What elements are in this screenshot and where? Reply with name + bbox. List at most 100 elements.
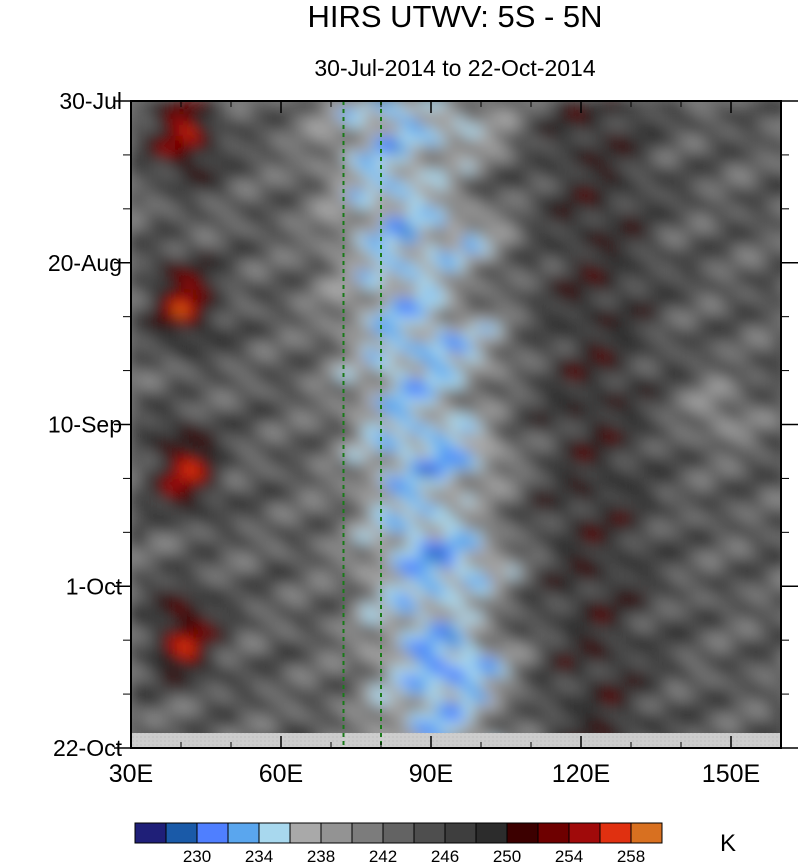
field-cell: [616, 667, 627, 678]
field-cell: [769, 172, 780, 183]
field-cell: [139, 685, 150, 696]
field-cell: [445, 289, 456, 300]
field-cell: [445, 334, 456, 345]
field-cell: [238, 424, 249, 435]
field-cell: [571, 334, 582, 345]
field-cell: [319, 487, 330, 498]
field-cell: [301, 460, 312, 471]
field-cell: [661, 424, 672, 435]
field-cell: [742, 361, 753, 372]
field-cell: [625, 163, 636, 174]
field-cell: [409, 595, 420, 606]
field-cell: [445, 208, 456, 219]
field-cell: [589, 172, 600, 183]
field-cell: [553, 523, 564, 534]
field-cell: [400, 514, 411, 525]
field-cell: [292, 280, 303, 291]
field-cell: [265, 694, 276, 705]
field-cell: [508, 127, 519, 138]
field-cell: [175, 172, 186, 183]
field-cell: [706, 343, 717, 354]
field-cell: [652, 532, 663, 543]
field-cell: [355, 406, 366, 417]
field-cell: [688, 442, 699, 453]
field-cell: [769, 316, 780, 327]
field-cell: [733, 208, 744, 219]
field-cell: [400, 622, 411, 633]
field-cell: [409, 478, 420, 489]
field-cell: [274, 523, 285, 534]
field-cell: [364, 271, 375, 282]
field-cell: [733, 199, 744, 210]
field-cell: [679, 289, 690, 300]
field-cell: [526, 433, 537, 444]
field-cell: [571, 523, 582, 534]
field-cell: [301, 568, 312, 579]
field-cell: [301, 172, 312, 183]
field-cell: [319, 109, 330, 120]
field-cell: [436, 190, 447, 201]
field-cell: [562, 226, 573, 237]
field-cell: [517, 163, 528, 174]
field-cell: [508, 397, 519, 408]
field-cell: [391, 424, 402, 435]
field-cell: [229, 550, 240, 561]
field-cell: [688, 550, 699, 561]
field-cell: [346, 541, 357, 552]
field-cell: [148, 226, 159, 237]
field-cell: [535, 145, 546, 156]
field-cell: [580, 190, 591, 201]
field-cell: [265, 712, 276, 723]
field-cell: [742, 514, 753, 525]
field-cell: [562, 622, 573, 633]
field-cell: [139, 514, 150, 525]
field-cell: [535, 505, 546, 516]
field-cell: [427, 316, 438, 327]
field-cell: [625, 280, 636, 291]
field-cell: [535, 253, 546, 264]
field-cell: [373, 199, 384, 210]
field-cell: [454, 352, 465, 363]
field-cell: [238, 271, 249, 282]
field-cell: [634, 550, 645, 561]
field-cell: [292, 541, 303, 552]
field-cell: [229, 109, 240, 120]
field-cell: [265, 577, 276, 588]
field-cell: [472, 226, 483, 237]
field-cell: [211, 622, 222, 633]
field-cell: [490, 604, 501, 615]
field-cell: [769, 226, 780, 237]
field-cell: [481, 523, 492, 534]
field-cell: [427, 109, 438, 120]
field-cell: [400, 640, 411, 651]
field-cell: [427, 145, 438, 156]
field-cell: [193, 298, 204, 309]
field-cell: [652, 307, 663, 318]
field-cell: [643, 604, 654, 615]
field-cell: [499, 433, 510, 444]
field-cell: [391, 289, 402, 300]
field-cell: [310, 253, 321, 264]
field-cell: [751, 145, 762, 156]
field-cell: [508, 703, 519, 714]
field-cell: [580, 595, 591, 606]
field-cell: [220, 154, 231, 165]
field-cell: [409, 676, 420, 687]
field-cell: [157, 613, 168, 624]
field-cell: [337, 613, 348, 624]
field-cell: [760, 550, 771, 561]
field-cell: [499, 298, 510, 309]
field-cell: [193, 190, 204, 201]
field-cell: [247, 253, 258, 264]
field-cell: [742, 451, 753, 462]
field-cell: [157, 433, 168, 444]
field-cell: [220, 101, 231, 111]
field-cell: [553, 163, 564, 174]
field-cell: [652, 253, 663, 264]
field-cell: [472, 415, 483, 426]
field-cell: [454, 388, 465, 399]
field-cell: [580, 523, 591, 534]
field-cell: [553, 424, 564, 435]
field-cell: [211, 163, 222, 174]
field-cell: [499, 469, 510, 480]
